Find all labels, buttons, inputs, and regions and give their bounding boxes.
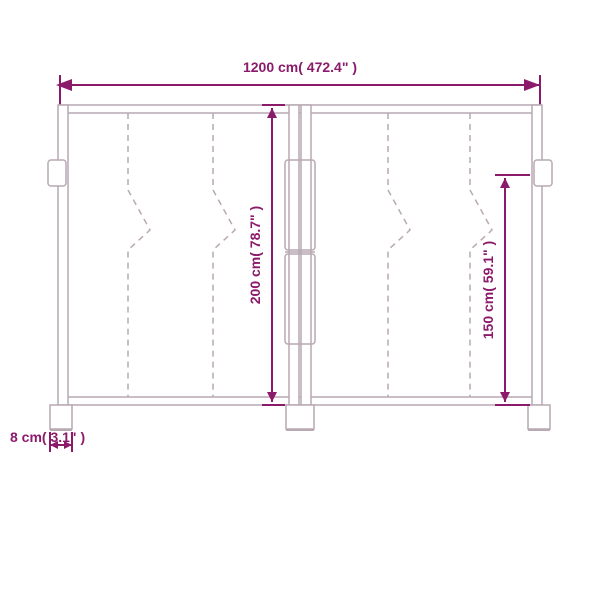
dim-height-side: 150 cm( 59.1" ) [480,175,530,405]
label-base-depth: 8 cm( 3.1" ) [10,429,85,445]
product-outline [48,105,552,430]
label-height-side: 150 cm( 59.1" ) [480,241,496,339]
label-width: 1200 cm( 472.4" ) [243,59,357,75]
dimension-diagram: 1200 cm( 472.4" ) [0,0,600,600]
label-height-total: 200 cm( 78.7" ) [247,206,263,304]
dim-height-total: 200 cm( 78.7" ) [247,105,285,405]
dim-width-total: 1200 cm( 472.4" ) [60,59,540,105]
dim-base-depth: 8 cm( 3.1" ) [10,429,85,452]
